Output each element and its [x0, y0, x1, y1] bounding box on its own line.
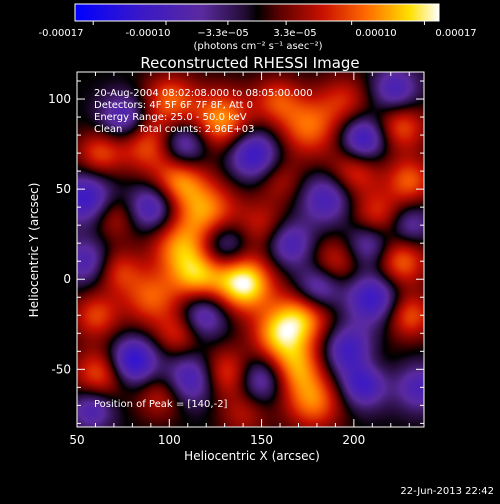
chart-title: Reconstructed RHESSI Image — [140, 54, 359, 72]
x-axis-title: Heliocentric X (arcsec) — [184, 449, 320, 463]
footer-timestamp: 22-Jun-2013 22:42 — [400, 486, 494, 497]
colorbar-ticks — [92, 21, 425, 25]
axis-tick-labels: 50 100 150 200 -50 0 50 100 — [48, 92, 365, 447]
colorbar — [74, 3, 440, 22]
colorbar-label-2: −3.3e−05 — [197, 28, 249, 39]
colorbar-label-0: -0.00017 — [39, 28, 84, 39]
x-tick-label: 100 — [158, 433, 181, 447]
colorbar-label-5: 0.00017 — [435, 28, 476, 39]
y-tick-label: -50 — [51, 362, 71, 376]
x-tick-label: 50 — [69, 433, 84, 447]
colorbar-label-1: -0.00010 — [126, 28, 171, 39]
x-tick-label: 150 — [250, 433, 273, 447]
annotation-time-range: 20-Aug-2004 08:02:08.000 to 08:05:00.000 — [94, 88, 313, 99]
annotation-algorithm: Clean Total counts: 2.96E+03 — [94, 124, 254, 135]
x-tick-label: 200 — [342, 433, 365, 447]
y-tick-label: 100 — [48, 92, 71, 106]
annotation-peak-position: Position of Peak = [140,-2] — [94, 399, 228, 410]
plot-frame — [76, 71, 425, 428]
y-axis-title: Heliocentric Y (arcsec) — [27, 183, 41, 318]
colorbar-label-4: 0.00010 — [355, 28, 396, 39]
y-tick-label: 0 — [63, 272, 71, 286]
annotation-energy-range: Energy Range: 25.0 - 50.0 keV — [94, 112, 247, 123]
annotation-detectors: Detectors: 4F 5F 6F 7F 8F, Att 0 — [94, 100, 253, 111]
y-tick-label: 50 — [56, 182, 71, 196]
axis-ticks — [76, 72, 424, 427]
colorbar-units: (photons cm⁻² s⁻¹ asec⁻²) — [193, 41, 322, 52]
colorbar-label-3: 3.3e−05 — [273, 28, 316, 39]
